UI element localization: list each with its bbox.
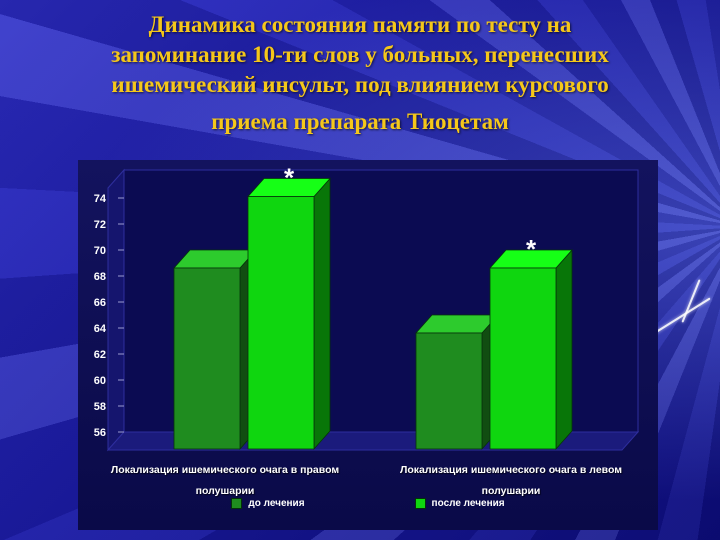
svg-text:66: 66 [94,297,106,309]
svg-text:74: 74 [94,193,107,205]
title-line: приема препарата Тиоцетам [211,108,509,134]
chart-panel: 56 58 60 62 64 66 68 70 72 74 * * Локализация ишеми… [78,160,658,530]
legend-item: после лечения [414,498,505,509]
svg-text:60: 60 [94,375,106,387]
svg-text:64: 64 [94,323,107,335]
svg-text:70: 70 [94,245,106,257]
title-line: ишемический инсульт, под влиянием курсов… [111,71,609,97]
legend-label: после лечения [431,498,505,509]
legend-swatch [414,498,426,509]
svg-text:62: 62 [94,349,106,361]
legend-label: до лечения [248,498,305,509]
title-line: запоминание 10-ти слов у больных, перене… [111,41,609,67]
svg-text:68: 68 [94,271,106,283]
light-streak [681,279,701,323]
svg-text:*: * [284,163,295,193]
category-label: Локализация ишемического очага в правом … [110,464,340,497]
title-line: Динамика состояния памяти по тесту на [148,12,572,37]
category-label: Локализация ишемического очага в левом п… [399,464,623,497]
svg-text:*: * [526,234,537,264]
legend-item: до лечения [231,498,305,509]
bar-chart: 56 58 60 62 64 66 68 70 72 74 * * [94,163,640,452]
svg-text:56: 56 [94,427,106,439]
svg-text:58: 58 [94,401,106,413]
legend: до лечения после лечения [78,498,658,509]
slide-title: Динамика состояния памяти по тесту на за… [20,10,700,137]
legend-swatch [231,498,243,509]
svg-text:72: 72 [94,219,106,231]
